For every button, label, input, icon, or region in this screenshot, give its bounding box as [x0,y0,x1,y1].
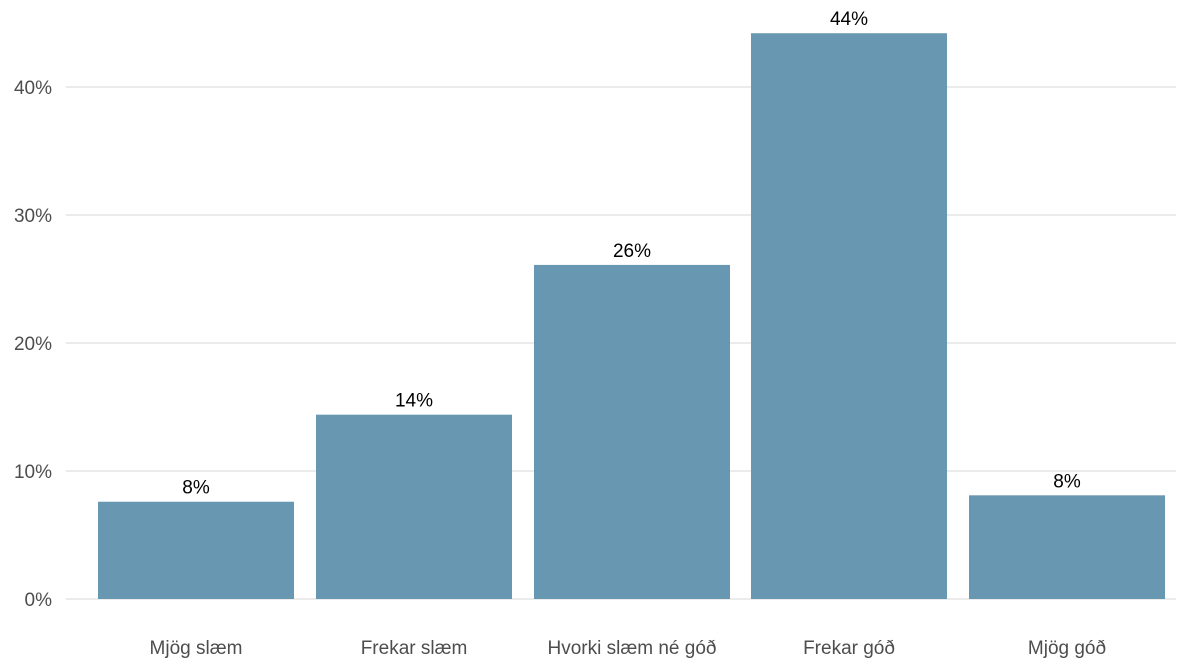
bar [316,414,512,599]
x-tick-label: Mjög góð [1028,638,1106,659]
data-label: 26% [613,241,651,262]
data-label: 44% [830,9,868,30]
data-label: 14% [395,391,433,412]
bar [969,495,1165,599]
bar [98,501,294,599]
data-label: 8% [1053,471,1081,492]
x-tick-label: Hvorki slæm né góð [548,638,717,659]
x-axis-categories: Mjög slæm Frekar slæm Hvorki slæm né góð Fr… [150,638,1107,659]
bar [751,33,947,600]
x-tick-label: Frekar slæm [361,638,468,659]
y-axis-ticks: 0% 10% 20% 30% 40% [14,78,52,611]
data-labels: 8% 14% 26% 44% 8% [182,9,1081,498]
y-tick-label: 0% [25,590,53,611]
bar [534,264,730,599]
x-tick-label: Frekar góð [803,638,895,659]
data-label: 8% [182,478,210,499]
bars [98,33,1165,600]
y-tick-label: 40% [14,78,52,99]
x-tick-label: Mjög slæm [150,638,243,659]
y-tick-label: 20% [14,334,52,355]
y-tick-label: 30% [14,206,52,227]
y-tick-label: 10% [14,462,52,483]
